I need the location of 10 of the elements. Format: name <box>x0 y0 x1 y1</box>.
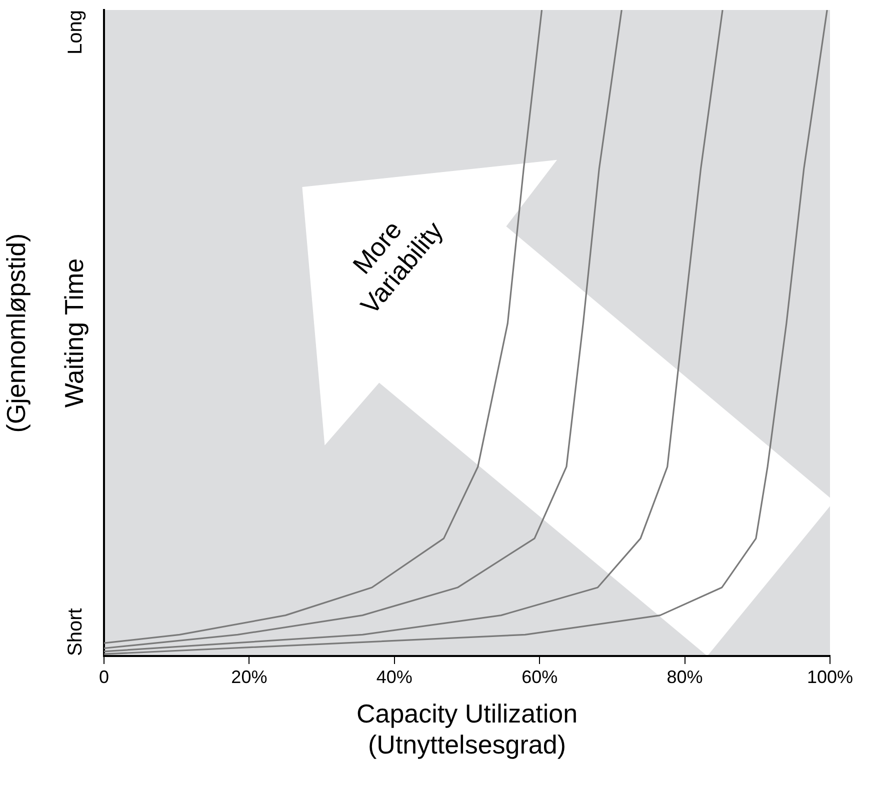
x-axis-title: Capacity Utilization (Utnyttelsesgrad) <box>356 698 578 760</box>
x-tick-label: 60% <box>522 666 558 687</box>
x-tick-label: 80% <box>666 666 703 687</box>
x-tick-label: 100% <box>806 666 854 687</box>
x-tick-label: 20% <box>231 666 268 687</box>
x-tick-label: 0 <box>98 666 110 687</box>
text: Short <box>64 608 87 656</box>
x-tick-label: 40% <box>376 666 412 687</box>
y-axis-title: Waiting Time (Gjennomløpstid) <box>1 233 90 433</box>
text: Long <box>64 10 87 54</box>
